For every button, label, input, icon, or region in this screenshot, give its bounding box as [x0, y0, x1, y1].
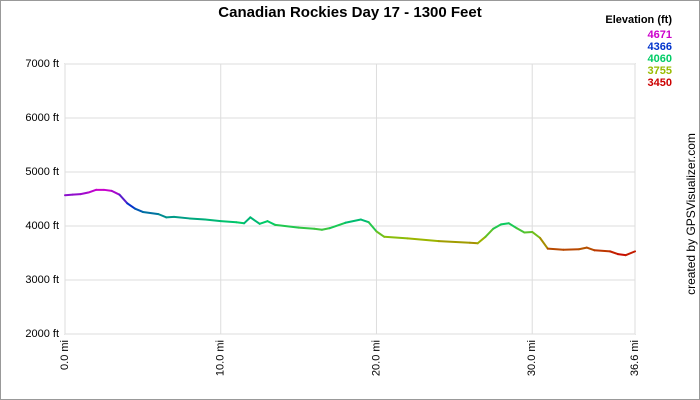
y-tick-label: 6000 ft [25, 112, 59, 124]
elevation-segment [383, 235, 409, 240]
elevation-segment [406, 237, 440, 243]
legend-value: 4366 [648, 41, 672, 53]
legend-value: 3755 [648, 65, 672, 77]
y-tick-label: 5000 ft [25, 166, 59, 178]
elevation-segment [344, 218, 362, 224]
elevation-segment [126, 202, 137, 210]
elevation-segment [515, 227, 526, 234]
elevation-segment [492, 223, 503, 230]
elevation-segment [523, 230, 534, 234]
x-tick-label: 36.6 mi [629, 340, 641, 376]
elevation-segment [616, 253, 627, 257]
legend-title: Elevation (ft) [605, 14, 672, 26]
elevation-segment [102, 188, 113, 192]
elevation-segment [320, 227, 331, 231]
elevation-segment [297, 226, 316, 230]
elevation-segment [593, 249, 612, 253]
elevation-segment [468, 241, 479, 245]
x-tick-label: 20.0 mi [370, 340, 382, 376]
x-tick-label: 0.0 mi [59, 340, 71, 370]
elevation-segment [609, 250, 619, 256]
elevation-segment [546, 247, 565, 251]
elevation-segment [258, 220, 269, 225]
y-tick-label: 3000 ft [25, 274, 59, 286]
elevation-segment [476, 235, 487, 245]
elevation-segment [219, 220, 238, 224]
elevation-segment [173, 215, 191, 220]
elevation-segment [243, 216, 252, 225]
elevation-segment [585, 246, 596, 252]
credit: created by GPSVisualizer.com [684, 133, 698, 295]
elevation-segment [375, 230, 386, 238]
elevation-segment [165, 215, 176, 219]
elevation-segment [274, 223, 300, 229]
elevation-segment [64, 193, 74, 197]
elevation-segment [500, 222, 510, 226]
y-tick-label: 2000 ft [25, 328, 59, 340]
elevation-segment [531, 230, 541, 239]
elevation-segment [249, 216, 261, 225]
legend-value: 3450 [648, 77, 672, 89]
elevation-segment [79, 191, 90, 196]
y-tick-label: 7000 ft [25, 58, 59, 70]
elevation-segment [367, 221, 378, 233]
plot-area [64, 63, 636, 335]
elevation-segment [328, 221, 347, 230]
elevation-segment [110, 189, 121, 196]
elevation-segment [359, 218, 370, 224]
elevation-segment [539, 236, 549, 250]
elevation-segment [141, 210, 160, 216]
x-tick-label: 30.0 mi [526, 340, 538, 376]
legend-value: 4671 [648, 29, 672, 41]
legend-value: 4060 [648, 53, 672, 65]
elevation-segment [507, 222, 518, 230]
elevation-segment [313, 227, 323, 231]
elevation-segment [437, 240, 471, 244]
y-tick-label: 4000 ft [25, 220, 59, 232]
elevation-segment [562, 248, 580, 251]
elevation-segment [71, 193, 82, 196]
elevation-segment [118, 193, 129, 205]
x-tick-label: 10.0 mi [215, 340, 227, 376]
elevation-segment [484, 227, 495, 238]
elevation-segment [157, 213, 168, 219]
elevation-segment [204, 218, 222, 223]
elevation-segment [624, 250, 636, 257]
elevation-segment [188, 217, 207, 221]
elevation-segment [134, 207, 144, 213]
elevation-segment [235, 221, 246, 225]
elevation-segment [577, 246, 588, 251]
chart-title: Canadian Rockies Day 17 - 1300 Feet [218, 4, 481, 21]
elevation-segment [266, 220, 277, 226]
elevation-segment [87, 188, 98, 194]
